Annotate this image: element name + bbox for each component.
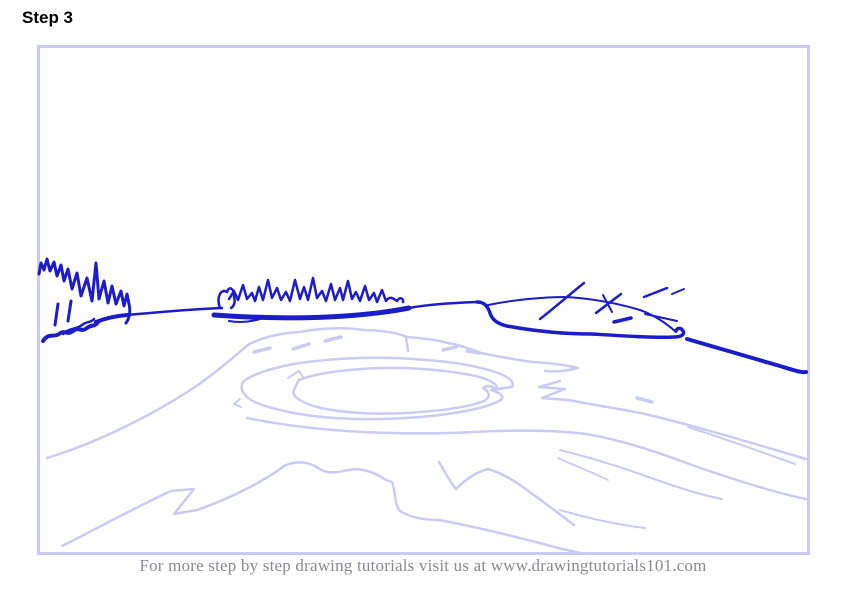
footer-site-credit: For more step by step drawing tutorials … [139, 556, 707, 575]
drawing-canvas-frame [37, 45, 810, 555]
step-title: Step 3 [22, 8, 74, 27]
